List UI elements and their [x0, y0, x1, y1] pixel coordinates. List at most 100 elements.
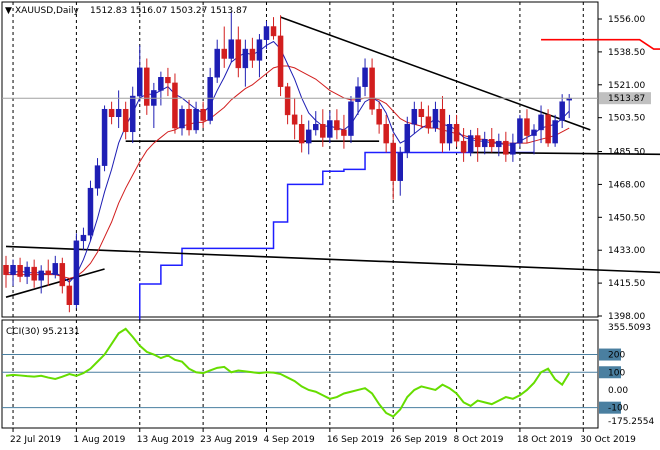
candle-body	[158, 77, 164, 91]
price-tick-label: 1433.00	[608, 246, 645, 256]
time-tick-label: 23 Aug 2019	[200, 435, 258, 445]
candle-body	[228, 39, 235, 59]
candle-body	[73, 240, 80, 305]
candle-body	[277, 35, 284, 87]
candle-body	[510, 142, 516, 155]
candle-body	[242, 48, 249, 69]
candle-body	[256, 39, 263, 61]
candle-body	[66, 285, 73, 305]
candle-body	[320, 124, 326, 138]
price-tick-label: 1556.00	[608, 15, 645, 25]
resistance-line	[541, 38, 660, 50]
candle-body	[404, 124, 411, 153]
dropdown-arrow-icon[interactable]: ▼	[5, 6, 12, 16]
candle-body	[165, 77, 171, 84]
candle-body	[298, 124, 305, 144]
candle-body	[172, 82, 178, 129]
price-tick-label: 1503.50	[608, 114, 645, 124]
candle-body	[411, 108, 418, 125]
candle-body	[17, 264, 23, 277]
candle-body	[432, 108, 439, 129]
candle-body	[453, 124, 460, 142]
candle-body	[80, 234, 87, 242]
time-tick-label: 8 Oct 2019	[454, 435, 504, 445]
price-tick-label: 1538.50	[608, 48, 645, 58]
time-tick-label: 30 Oct 2019	[580, 435, 636, 445]
chart-symbol: XAUUSD,Daily	[15, 6, 79, 16]
candles	[3, 11, 572, 313]
candle-body	[559, 101, 565, 121]
candle-body	[263, 26, 270, 40]
candle-body	[418, 108, 425, 117]
price-tick-label: 1398.00	[608, 312, 645, 322]
candle-body	[362, 67, 368, 87]
cci-tick-label: 200	[608, 351, 625, 361]
candle-body	[137, 67, 143, 97]
time-tick-label: 1 Aug 2019	[73, 435, 125, 445]
cci-tick-label: 100	[608, 368, 625, 378]
time-tick-label: 26 Sep 2019	[390, 435, 447, 445]
time-tick-label: 22 Jul 2019	[10, 435, 61, 445]
price-tick-label: 1521.00	[608, 81, 645, 91]
candle-body	[144, 67, 150, 106]
price-tick-label: 1468.00	[608, 180, 645, 190]
time-tick-label: 16 Sep 2019	[327, 435, 384, 445]
candle-body	[474, 135, 481, 148]
cci-level-tag	[599, 401, 621, 414]
time-tick-label: 4 Sep 2019	[263, 435, 315, 445]
candle-body	[327, 120, 333, 138]
candle-body	[115, 108, 122, 117]
candle-body	[38, 270, 44, 281]
cci-pane[interactable]	[1, 319, 599, 429]
cci-tick-label: 0.00	[608, 386, 628, 396]
candle-body	[503, 140, 509, 155]
candle-body	[355, 86, 361, 102]
candle-body	[45, 270, 51, 275]
candle-body	[193, 108, 199, 131]
candle-body	[108, 108, 115, 117]
candle-body	[31, 266, 37, 281]
cci-path	[5, 327, 571, 418]
candle-body	[460, 140, 467, 153]
trendline	[5, 245, 660, 274]
candle-body	[552, 120, 558, 144]
candle-body	[531, 129, 537, 136]
kijun-line	[6, 151, 534, 323]
candle-body	[369, 67, 375, 110]
candle-body	[59, 263, 66, 287]
candle-body	[52, 263, 59, 275]
candle-body	[348, 101, 354, 136]
candle-body	[376, 108, 382, 125]
time-tick-label: 13 Aug 2019	[137, 435, 195, 445]
cci-tick-label: 355.5093	[608, 323, 651, 333]
price-axis: 1556.00 1538.50 1521.00 1503.50 1485.50 1468.…	[598, 15, 645, 322]
candle-body	[439, 108, 446, 144]
cci-axis: 355.5093 200 100 0.00 -100 -175.2554	[599, 323, 654, 427]
price-pane[interactable]	[1, 1, 599, 318]
candle-body	[489, 139, 495, 148]
trendline	[5, 268, 105, 298]
candle-body	[390, 142, 396, 181]
cci-tick-label: -100	[608, 404, 629, 414]
candle-body	[481, 139, 488, 148]
resistance-path	[541, 38, 660, 50]
time-axis: 22 Jul 2019 1 Aug 2019 13 Aug 2019 23 Aug 2…	[10, 428, 636, 445]
candle-body	[496, 140, 502, 148]
cci-tick-label: -175.2554	[608, 417, 654, 427]
candle-body	[87, 187, 94, 236]
candle-body	[334, 120, 340, 131]
candle-body	[341, 129, 347, 136]
cci-title: CCI(30) 95.2131	[6, 327, 80, 337]
candle-body	[249, 48, 256, 61]
cci-line	[5, 327, 571, 418]
kijun-path	[6, 151, 534, 323]
candle-body	[305, 129, 312, 144]
candle-body	[397, 152, 403, 181]
candle-body	[200, 108, 206, 121]
candle-body	[235, 39, 242, 69]
candle-body	[524, 118, 530, 136]
candle-body	[3, 264, 9, 275]
cci-level-tag	[599, 366, 621, 379]
candle-body	[101, 108, 108, 166]
